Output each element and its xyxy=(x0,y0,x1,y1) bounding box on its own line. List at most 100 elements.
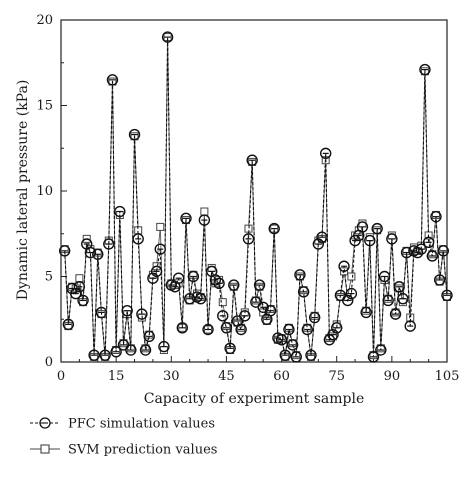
pfc-point-marker xyxy=(99,349,111,361)
plot-frame xyxy=(60,19,448,363)
svm-point-marker xyxy=(218,298,227,307)
pfc-point-marker xyxy=(301,323,314,336)
pfc-point-marker xyxy=(202,323,214,336)
pfc-point-marker xyxy=(150,265,163,278)
svm-point-marker xyxy=(358,219,367,228)
svm-point-marker xyxy=(365,233,374,242)
pfc-point-marker xyxy=(430,210,442,223)
svm-point-marker xyxy=(398,298,407,307)
pfc-point-marker xyxy=(161,31,174,43)
pfc-point-marker xyxy=(360,306,372,319)
x-tick-label: 105 xyxy=(435,369,460,384)
pfc-point-marker xyxy=(437,245,450,257)
pfc-point-marker xyxy=(294,269,306,281)
x-tick-label: 75 xyxy=(328,369,345,384)
pfc-point-marker xyxy=(77,294,89,307)
pfc-point-marker xyxy=(400,246,413,259)
legend-pfc-label: PFC simulation values xyxy=(68,417,215,432)
y-tick-label: 15 xyxy=(36,99,53,114)
pfc-point-marker xyxy=(422,236,435,249)
pfc-point-marker xyxy=(73,281,86,293)
pfc-point-marker xyxy=(386,233,398,245)
pfc-point-marker xyxy=(367,351,380,363)
y-tick-label: 10 xyxy=(36,184,53,199)
pfc-point-marker xyxy=(305,349,317,361)
pfc-point-marker xyxy=(264,305,277,317)
pfc-point-marker xyxy=(316,231,328,243)
pfc-point-marker xyxy=(132,233,144,245)
pfc-point-marker xyxy=(290,351,302,363)
pfc-point-marker xyxy=(187,270,200,283)
legend: PFC simulation values SVM prediction valu… xyxy=(30,417,217,458)
pfc-point-marker xyxy=(371,222,383,235)
pfc-point-marker xyxy=(110,346,122,358)
pfc-point-marker xyxy=(378,270,391,283)
pfc-point-marker xyxy=(121,305,133,317)
pfc-point-marker xyxy=(312,238,325,250)
pfc-point-marker xyxy=(389,308,402,320)
pfc-point-marker xyxy=(239,310,251,322)
pfc-point-marker xyxy=(95,306,108,319)
pfc-point-marker xyxy=(404,320,416,332)
pfc-point-marker xyxy=(433,274,446,286)
pfc-point-marker xyxy=(342,294,354,307)
pfc-point-marker xyxy=(393,281,405,293)
x-tick-label: 60 xyxy=(273,369,290,384)
pfc-point-marker xyxy=(58,245,71,257)
pfc-point-marker xyxy=(375,344,387,356)
pfc-point-marker xyxy=(426,250,438,262)
pfc-point-marker xyxy=(279,349,291,361)
ticks: 0 15 30 45 60 75 90 105 0 5 10 15 20 xyxy=(36,13,459,384)
pfc-point-marker xyxy=(228,279,240,291)
pfc-point-marker xyxy=(235,323,247,336)
pfc-point-marker xyxy=(176,322,189,334)
pfc-point-marker xyxy=(62,318,75,331)
pfc-point-marker xyxy=(172,272,185,284)
pfc-point-marker xyxy=(268,222,280,235)
svm-point-marker xyxy=(207,263,216,272)
pfc-point-marker xyxy=(283,323,295,336)
series-layer xyxy=(58,31,453,363)
pfc-point-marker xyxy=(143,330,155,343)
pfc-point-marker xyxy=(382,294,394,307)
pfc-point-marker xyxy=(180,212,192,225)
pfc-point-marker xyxy=(158,340,170,353)
pfc-point-marker xyxy=(70,287,82,300)
pfc-point-marker xyxy=(308,311,321,324)
pfc-point-marker xyxy=(411,246,424,259)
x-tick-label: 15 xyxy=(108,369,125,384)
pfc-point-marker xyxy=(106,74,119,86)
pfc-point-marker xyxy=(84,246,97,259)
pfc-point-marker xyxy=(125,344,137,356)
x-tick-label: 30 xyxy=(163,369,180,384)
x-tick-label: 45 xyxy=(218,369,235,384)
y-tick-label: 20 xyxy=(36,13,53,28)
pfc-point-marker xyxy=(345,287,358,300)
pfc-point-marker xyxy=(319,147,332,160)
legend-svm-label: SVM prediction values xyxy=(68,443,217,458)
x-tick-label: 0 xyxy=(57,369,65,384)
pfc-point-marker xyxy=(114,205,126,218)
pfc-point-marker xyxy=(183,293,196,305)
pfc-point-marker xyxy=(139,344,152,356)
pfc-point-marker xyxy=(103,238,115,250)
pfc-point-marker xyxy=(257,301,269,313)
pfc-point-marker xyxy=(297,286,310,298)
pfc-point-marker xyxy=(331,322,343,334)
pfc-point-marker xyxy=(88,349,100,361)
pfc-point-marker xyxy=(217,310,229,322)
y-axis-label: Dynamic lateral pressure (kPa) xyxy=(15,80,31,301)
y-tick-label: 5 xyxy=(45,270,53,285)
pfc-point-marker xyxy=(213,277,225,290)
pfc-point-marker xyxy=(286,339,299,351)
pfc-point-marker xyxy=(415,243,427,255)
pfc-point-marker xyxy=(327,328,339,341)
pfc-point-marker xyxy=(147,272,159,284)
x-axis-label: Capacity of experiment sample xyxy=(144,391,365,407)
x-tick-label: 90 xyxy=(384,369,401,384)
pfc-point-marker xyxy=(209,274,222,286)
svm-point-marker xyxy=(75,274,84,283)
axes xyxy=(60,19,448,363)
